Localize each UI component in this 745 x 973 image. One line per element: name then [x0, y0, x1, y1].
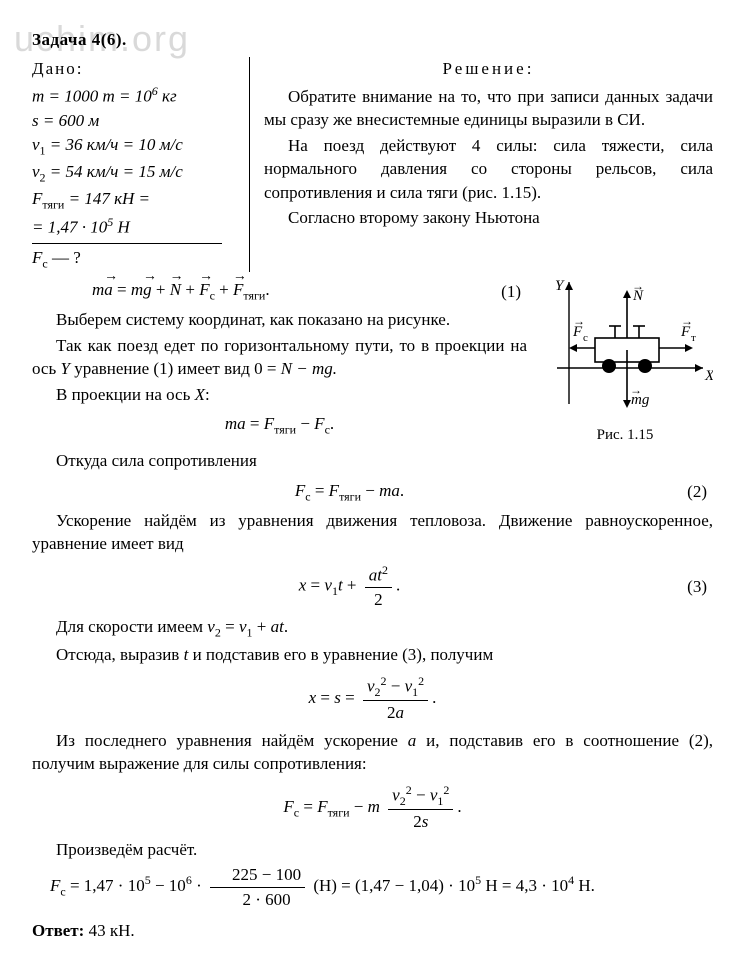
- para: На поезд действуют 4 силы: сила тяжести,…: [264, 134, 713, 204]
- x-axis: X: [195, 385, 205, 404]
- given-line: m = 1000 т = 106 кг: [32, 83, 239, 108]
- equation-2: Fс = Fтяги − ma. (2): [32, 479, 713, 505]
- given-block: Дано: m = 1000 т = 106 кг s = 600 м v1 =…: [32, 57, 250, 272]
- calc-den: 2 · 600: [210, 888, 305, 911]
- page-content: Задача 4(6). Дано: m = 1000 т = 106 кг s…: [32, 28, 713, 943]
- given-rule: Fс — ?: [32, 243, 222, 272]
- para: Ускорение найдём из уравнения движения т…: [32, 509, 713, 556]
- figure: X Y N → mg → F с: [537, 276, 713, 445]
- solution-head: Решение:: [264, 57, 713, 80]
- calc-num: 225 − 100: [210, 863, 305, 887]
- diagram-svg: X Y N → mg → F с: [537, 276, 713, 416]
- svg-text:→: →: [573, 314, 585, 328]
- given-line: = 1,47 · 105 Н: [32, 214, 239, 239]
- para: Для скорости имеем v2 = v1 + at.: [32, 615, 713, 641]
- eq-num: (1): [481, 280, 527, 303]
- given-line: v2 = 54 км/ч = 15 м/с: [32, 160, 239, 186]
- answer: Ответ: 43 кН.: [32, 919, 713, 942]
- eq-num: (2): [667, 480, 713, 503]
- para: Откуда сила сопротивления: [32, 449, 713, 472]
- svg-text:с: с: [583, 332, 588, 344]
- answer-label: Ответ:: [32, 921, 84, 940]
- svg-text:→: →: [630, 383, 642, 397]
- equation-3: x = v1t + at22. (3): [32, 562, 713, 612]
- svg-text:→: →: [681, 314, 693, 328]
- equation-fc: Fс = Fтяги − m v22 − v12 2s .: [32, 782, 713, 834]
- svg-text:→: →: [632, 279, 644, 293]
- y-axis: Y: [60, 359, 69, 378]
- equation-x: ma = Fтяги − Fс.: [32, 412, 527, 438]
- answer-value: 43 кН.: [84, 921, 134, 940]
- para: Из последнего уравнения найдём ускорение…: [32, 729, 713, 776]
- given-line: s = 600 м: [32, 109, 239, 132]
- para: Отсюда, выразив t и подставив его в урав…: [32, 643, 713, 666]
- given-head: Дано:: [32, 57, 239, 80]
- given-line: Fтяги = 147 кН =: [32, 187, 239, 213]
- txt: В проекции на ось: [56, 385, 195, 404]
- para: Обратите внимание на то, что при записи …: [264, 85, 713, 132]
- svg-text:Y: Y: [555, 278, 565, 294]
- figure-caption: Рис. 1.15: [537, 425, 713, 446]
- equation-1: ma = mg + N + Fc + Fтяги. (1): [32, 278, 527, 304]
- txt: Для скорости имеем: [56, 617, 207, 636]
- para: Произведём расчёт.: [32, 838, 713, 861]
- top-block: Дано: m = 1000 т = 106 кг s = 600 м v1 =…: [32, 57, 713, 272]
- eq-num: (3): [667, 575, 713, 598]
- task-title: Задача 4(6).: [32, 28, 713, 51]
- svg-text:т: т: [691, 332, 696, 344]
- txt: N − mg.: [281, 359, 337, 378]
- txt: :: [205, 385, 210, 404]
- para: Согласно второму закону Ньютона: [264, 206, 713, 229]
- equation-s: x = s = v22 − v12 2a .: [32, 673, 713, 725]
- solution-block: Решение: Обратите внимание на то, что пр…: [250, 57, 713, 272]
- svg-text:X: X: [704, 368, 713, 384]
- txt: уравнение (1) имеет вид 0 =: [70, 359, 281, 378]
- calc-line: Fс = 1,47 · 105 − 106 · 225 − 100 2 · 60…: [32, 863, 713, 911]
- given-line: v1 = 36 км/ч = 10 м/с: [32, 133, 239, 159]
